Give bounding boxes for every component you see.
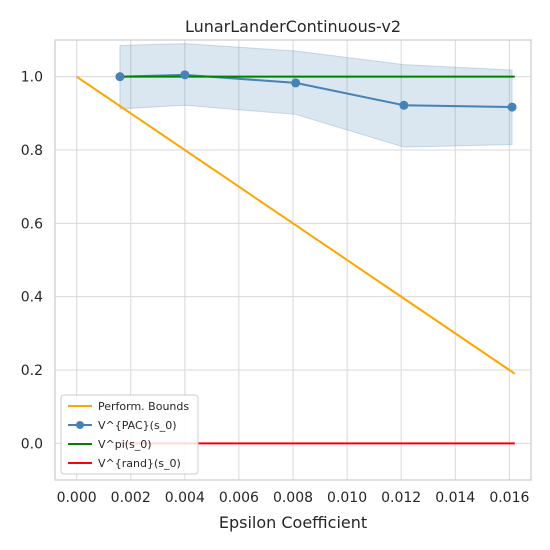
x-axis-title: Epsilon Coefficient <box>219 513 367 532</box>
data-point <box>115 72 125 82</box>
data-point <box>399 100 409 110</box>
legend-marker <box>76 421 84 429</box>
y-tick-labels: 0.0 0.2 0.4 0.6 0.8 1.0 <box>21 70 43 453</box>
legend-label: V^{PAC}(s_0) <box>98 419 177 432</box>
legend-label: Perform. Bounds <box>98 400 189 413</box>
y-tick-label: 1.0 <box>21 70 43 86</box>
legend: Perform. Bounds V^{PAC}(s_0) V^pi(s_0) V^{r… <box>60 394 199 475</box>
y-tick-label: 0.0 <box>21 436 43 452</box>
x-tick-label: 0.014 <box>435 490 475 506</box>
y-tick-label: 0.8 <box>21 143 43 159</box>
plot-frame <box>54 39 532 481</box>
x-tick-label: 0.002 <box>111 490 151 506</box>
data-point <box>180 70 190 80</box>
legend-label: V^pi(s_0) <box>98 438 152 451</box>
x-tick-label: 0.004 <box>165 490 205 506</box>
x-tick-label: 0.000 <box>57 490 97 506</box>
legend-label: V^{rand}(s_0) <box>98 457 181 470</box>
series-band-v-pac-s-0 <box>119 43 513 148</box>
chart-title: LunarLanderContinuous-v2 <box>185 17 401 36</box>
x-tick-label: 0.016 <box>489 490 529 506</box>
y-tick-label: 0.4 <box>21 290 43 306</box>
series-line-perform-bounds <box>76 75 516 375</box>
series-markers <box>115 70 517 112</box>
data-point <box>507 102 517 112</box>
legend-box <box>60 394 199 475</box>
confidence-band <box>119 43 513 148</box>
x-tick-label: 0.006 <box>219 490 259 506</box>
x-tick-label: 0.012 <box>381 490 421 506</box>
y-tick-label: 0.6 <box>21 216 43 232</box>
x-tick-label: 0.010 <box>327 490 367 506</box>
data-point <box>291 78 301 88</box>
x-tick-labels: 0.000 0.002 0.004 0.006 0.008 0.010 0.012 0.014… <box>57 490 530 506</box>
x-tick-label: 0.008 <box>273 490 313 506</box>
y-tick-label: 0.2 <box>21 363 43 379</box>
